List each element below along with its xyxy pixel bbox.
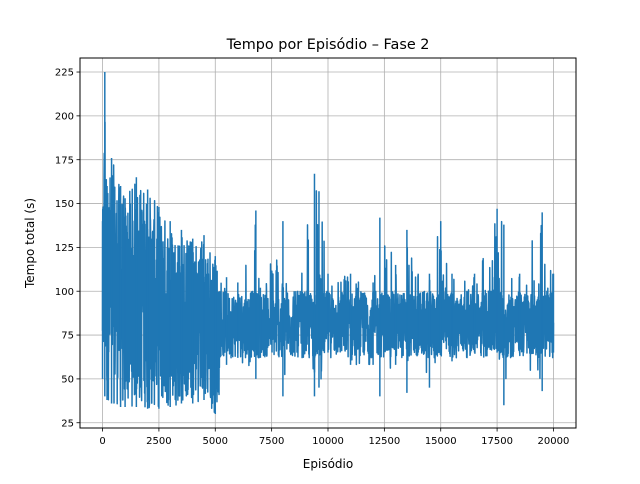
y-tick-label: 175 <box>55 155 74 166</box>
y-tick-label: 75 <box>61 331 74 342</box>
chart-title: Tempo por Episódio – Fase 2 <box>226 37 430 53</box>
y-tick-label: 200 <box>55 111 74 122</box>
grid <box>80 58 576 428</box>
x-axis-label: Episódio <box>303 457 353 471</box>
x-tick-label: 0 <box>99 436 105 447</box>
y-tick-label: 25 <box>61 418 74 429</box>
x-tick-label: 2500 <box>146 436 171 447</box>
x-tick-label: 7500 <box>259 436 284 447</box>
y-tick-label: 50 <box>61 375 74 386</box>
x-tick-label: 17500 <box>481 436 513 447</box>
series-group <box>101 72 555 414</box>
y-tick-label: 100 <box>55 287 74 298</box>
y-tick-label: 150 <box>55 199 74 210</box>
x-axis-ticks: 0 2500 5000 7500 10000 12500 15000 17500 20000 <box>99 428 569 447</box>
x-tick-label: 5000 <box>203 436 228 447</box>
x-tick-label: 15000 <box>425 436 457 447</box>
y-tick-label: 125 <box>55 243 74 254</box>
x-tick-label: 12500 <box>368 436 400 447</box>
x-tick-label: 10000 <box>312 436 344 447</box>
x-tick-label: 20000 <box>538 436 570 447</box>
y-tick-label: 225 <box>55 68 74 79</box>
y-axis-label: Tempo total (s) <box>23 198 37 289</box>
y-axis-ticks: 25 50 75 100 125 150 175 200 225 <box>55 68 80 429</box>
